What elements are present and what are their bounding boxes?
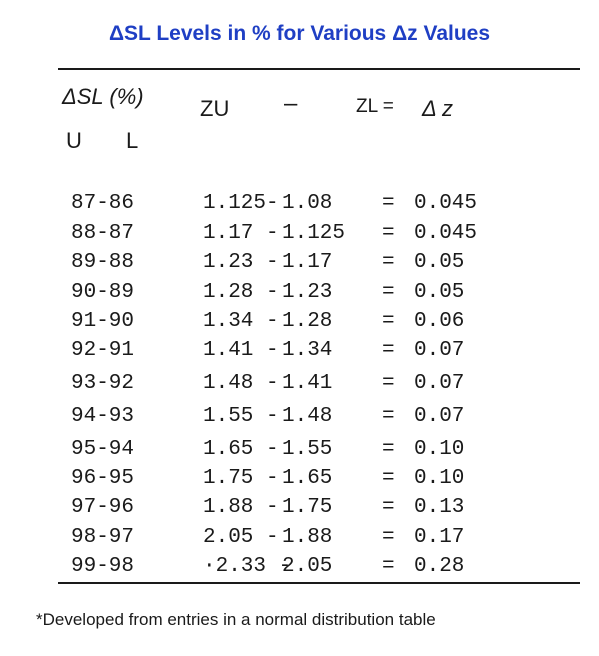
range-cell: 90-89 [71, 281, 135, 304]
table-row: 95-94 1.65 -1.55 = 0.10 [0, 438, 599, 466]
zl-cell: 1.65 [282, 467, 333, 490]
table-row: 88-87 1.17 -1.125 = 0.045 [0, 222, 599, 250]
delta-z-cell: 0.05 [414, 281, 465, 304]
zl-cell: 1.75 [282, 496, 333, 519]
equals-sign: = [382, 467, 395, 490]
equals-sign: = [382, 281, 395, 304]
zu-cell: 2.05 - [203, 526, 279, 549]
zl-cell: 1.17 [282, 251, 333, 274]
range-cell: 97-96 [71, 496, 135, 519]
table-row: 91-90 1.34 -1.28 = 0.06 [0, 310, 599, 338]
table-row: 87-86 1.125- 1.08 = 0.045 [0, 192, 599, 220]
table-row: 96-95 1.75 -1.65 = 0.10 [0, 467, 599, 495]
zl-cell: 1.55 [282, 438, 333, 461]
header-minus: – [284, 90, 298, 117]
header-upper: U [66, 128, 82, 153]
equals-sign: = [382, 251, 395, 274]
zl-cell: 1.88 [282, 526, 333, 549]
zu-cell: ·2.33 - [203, 555, 292, 578]
header-lower: L [126, 128, 139, 153]
equals-sign: = [382, 438, 395, 461]
table-row: 98-97 2.05 -1.88 = 0.17 [0, 526, 599, 554]
zu-cell: 1.125- [203, 192, 279, 215]
range-cell: 93-92 [71, 372, 135, 395]
bottom-rule [58, 582, 580, 584]
equals-sign: = [382, 310, 395, 333]
equals-sign: = [382, 526, 395, 549]
zu-cell: 1.88 - [203, 496, 279, 519]
table-row: 92-91 1.41 -1.34 = 0.07 [0, 339, 599, 367]
zl-cell: 1.34 [282, 339, 333, 362]
range-cell: 96-95 [71, 467, 135, 490]
page-title: ΔSL Levels in % for Various Δz Values [108, 22, 491, 45]
range-cell: 94-93 [71, 405, 135, 428]
zu-cell: 1.34 - [203, 310, 279, 333]
range-cell: 98-97 [71, 526, 135, 549]
header-zu: ZU [200, 96, 230, 121]
equals-sign: = [382, 405, 395, 428]
delta-z-cell: 0.045 [414, 192, 478, 215]
footnote: *Developed from entries in a normal dist… [36, 610, 436, 629]
zu-cell: 1.28 - [203, 281, 279, 304]
zu-cell: 1.17 - [203, 222, 279, 245]
header-delta-z: Δ z [422, 96, 454, 121]
equals-sign: = [382, 496, 395, 519]
delta-z-cell: 0.07 [414, 339, 465, 362]
delta-z-cell: 0.28 [414, 555, 465, 578]
range-cell: 91-90 [71, 310, 135, 333]
range-cell: 88-87 [71, 222, 135, 245]
delta-z-cell: 0.05 [414, 251, 465, 274]
zu-cell: 1.55 - [203, 405, 279, 428]
zu-cell: 1.75 - [203, 467, 279, 490]
equals-sign: = [382, 222, 395, 245]
zl-cell: 1.28 [282, 310, 333, 333]
top-rule [58, 68, 580, 70]
zl-cell: 1.08 [282, 192, 333, 215]
range-cell: 89-88 [71, 251, 135, 274]
range-cell: 95-94 [71, 438, 135, 461]
table-row: 94-93 1.55 -1.48 = 0.07 [0, 405, 599, 433]
delta-z-cell: 0.17 [414, 526, 465, 549]
delta-z-cell: 0.10 [414, 467, 465, 490]
header-delta-sl: ΔSL (%) [62, 84, 144, 109]
equals-sign: = [382, 555, 395, 578]
zl-cell: 1.125 [282, 222, 346, 245]
equals-sign: = [382, 372, 395, 395]
zl-cell: 1.41 [282, 372, 333, 395]
zl-cell: 1.23 [282, 281, 333, 304]
delta-z-cell: 0.07 [414, 405, 465, 428]
delta-z-cell: 0.10 [414, 438, 465, 461]
range-cell: 87-86 [71, 192, 135, 215]
range-cell: 99-98 [71, 555, 135, 578]
range-cell: 92-91 [71, 339, 135, 362]
table-row: 90-89 1.28 -1.23 = 0.05 [0, 281, 599, 309]
equals-sign: = [382, 339, 395, 362]
table-row: 93-92 1.48 -1.41 = 0.07 [0, 372, 599, 400]
delta-z-cell: 0.13 [414, 496, 465, 519]
zl-cell: 2.05 [282, 555, 333, 578]
delta-z-cell: 0.045 [414, 222, 478, 245]
table-row: 99-98 ·2.33 -2.05 = 0.28 [0, 555, 599, 583]
zu-cell: 1.65 - [203, 438, 279, 461]
delta-z-cell: 0.06 [414, 310, 465, 333]
zu-cell: 1.48 - [203, 372, 279, 395]
zu-cell: 1.23 - [203, 251, 279, 274]
equals-sign: = [382, 192, 395, 215]
zl-cell: 1.48 [282, 405, 333, 428]
header-zl: ZL = [356, 96, 394, 117]
delta-z-cell: 0.07 [414, 372, 465, 395]
table-row: 89-88 1.23 -1.17 = 0.05 [0, 251, 599, 279]
zu-cell: 1.41 - [203, 339, 279, 362]
table-row: 97-96 1.88 -1.75 = 0.13 [0, 496, 599, 524]
